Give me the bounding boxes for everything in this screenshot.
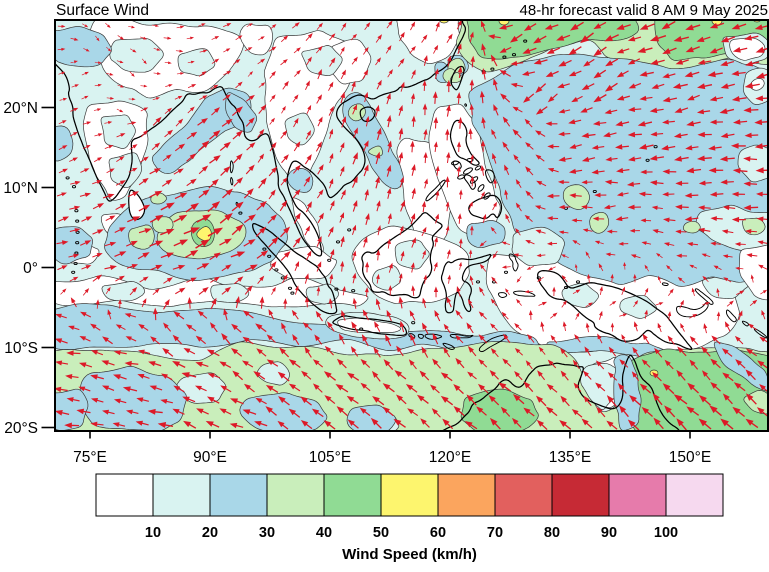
svg-text:10°S: 10°S xyxy=(4,340,38,357)
svg-text:30: 30 xyxy=(259,525,275,541)
svg-text:150°E: 150°E xyxy=(669,449,711,466)
svg-text:90: 90 xyxy=(601,525,617,541)
svg-text:90°E: 90°E xyxy=(193,449,227,466)
svg-text:Wind Speed (km/h): Wind Speed (km/h) xyxy=(342,546,477,563)
svg-text:135°E: 135°E xyxy=(549,449,591,466)
svg-text:20°N: 20°N xyxy=(3,100,38,117)
svg-text:40: 40 xyxy=(316,525,332,541)
svg-text:70: 70 xyxy=(487,525,503,541)
svg-text:120°E: 120°E xyxy=(429,449,471,466)
svg-text:Surface Wind: Surface Wind xyxy=(56,2,149,19)
svg-text:20: 20 xyxy=(202,525,218,541)
svg-text:75°E: 75°E xyxy=(73,449,107,466)
svg-text:20°S: 20°S xyxy=(4,420,38,437)
svg-text:50: 50 xyxy=(373,525,389,541)
svg-text:10: 10 xyxy=(145,525,161,541)
svg-text:105°E: 105°E xyxy=(309,449,351,466)
svg-text:0°: 0° xyxy=(23,260,38,277)
svg-text:60: 60 xyxy=(430,525,446,541)
svg-text:80: 80 xyxy=(544,525,560,541)
svg-text:48-hr forecast valid 8 AM 9 Ma: 48-hr forecast valid 8 AM 9 May 2025 xyxy=(520,2,768,19)
svg-text:100: 100 xyxy=(654,525,678,541)
svg-text:10°N: 10°N xyxy=(3,180,38,197)
